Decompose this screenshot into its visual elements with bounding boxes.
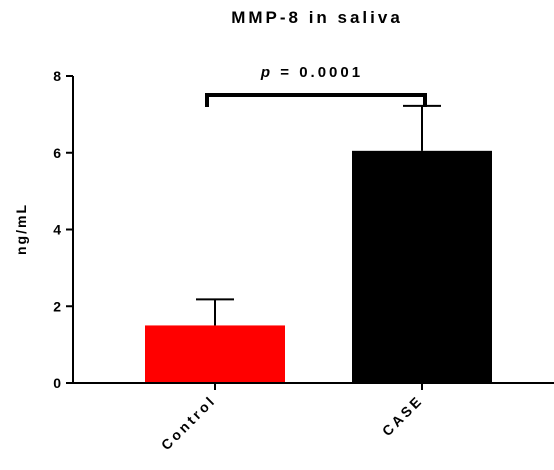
bars	[145, 150, 492, 383]
x-tick-label-control: Control	[158, 392, 219, 453]
bar-control	[145, 325, 285, 383]
p-value-text: = 0.0001	[273, 64, 363, 81]
y-tick-label: 4	[53, 222, 61, 238]
p-value-annotation: p = 0.0001	[260, 64, 363, 81]
y-tick-label: 0	[53, 375, 61, 391]
p-symbol: p	[260, 64, 273, 81]
y-tick-label: 6	[53, 145, 61, 161]
bar-case	[352, 150, 492, 383]
y-tick-label: 2	[53, 298, 61, 314]
y-ticks: 0 2 4 6 8	[53, 68, 73, 391]
x-tick-label-case: CASE	[379, 392, 426, 439]
y-axis-label: ng/mL	[13, 203, 29, 255]
error-bars	[196, 104, 441, 326]
chart-title: MMP-8 in saliva	[231, 8, 403, 27]
y-tick-label: 8	[53, 68, 61, 84]
x-ticks: Control CASE	[158, 383, 426, 453]
significance-bracket	[205, 93, 427, 107]
